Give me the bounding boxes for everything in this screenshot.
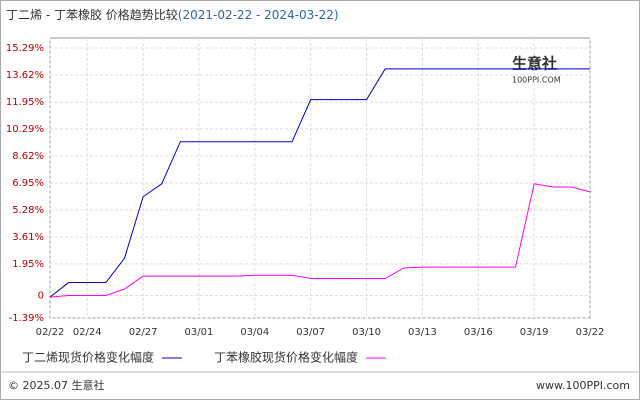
x-tick-label: 02/22: [36, 327, 65, 338]
title: 丁二烯 - 丁苯橡胶 价格趋势比较: [6, 7, 178, 22]
x-tick-label: 02/27: [129, 327, 158, 338]
y-tick-label: 13.62%: [6, 70, 44, 81]
y-tick-label: 1.95%: [12, 259, 44, 270]
footer-left: © 2025.07 生意社: [8, 378, 104, 392]
x-tick-label: 03/22: [576, 327, 605, 338]
x-tick-label: 03/07: [296, 327, 325, 338]
y-tick-label: 0: [38, 291, 44, 302]
x-tick-label: 02/24: [73, 327, 102, 338]
legend-label: 丁二烯现货价格变化幅度: [22, 350, 154, 365]
x-tick-label: 03/01: [185, 327, 214, 338]
y-tick-label: 3.61%: [12, 232, 44, 243]
y-tick-label: 15.29%: [6, 43, 44, 54]
y-tick-label: 11.95%: [6, 97, 44, 108]
series-line: [49, 68, 590, 298]
x-tick-label: 03/10: [352, 327, 381, 338]
x-tick-label: 03/19: [520, 327, 549, 338]
x-tick-label: 03/16: [464, 327, 493, 338]
y-tick-label: 6.95%: [12, 178, 44, 189]
legend-label: 丁苯橡胶现货价格变化幅度: [214, 350, 358, 365]
x-tick-label: 03/13: [408, 327, 437, 338]
subtitle: (2021-02-22 - 2024-03-22): [178, 8, 339, 22]
y-tick-label: 8.62%: [12, 151, 44, 162]
y-tick-label: -1.39%: [9, 313, 44, 324]
chart-title: 丁二烯 - 丁苯橡胶 价格趋势比较(2021-02-22 - 2024-03-2…: [6, 7, 339, 22]
footer-right: www.100PPI.com: [536, 379, 630, 392]
y-tick-label: 10.29%: [6, 124, 44, 135]
y-tick-label: 5.28%: [12, 205, 44, 216]
series-line: [49, 183, 591, 298]
x-tick-label: 03/04: [240, 327, 269, 338]
watermark: 100PPI.COM: [512, 76, 561, 85]
